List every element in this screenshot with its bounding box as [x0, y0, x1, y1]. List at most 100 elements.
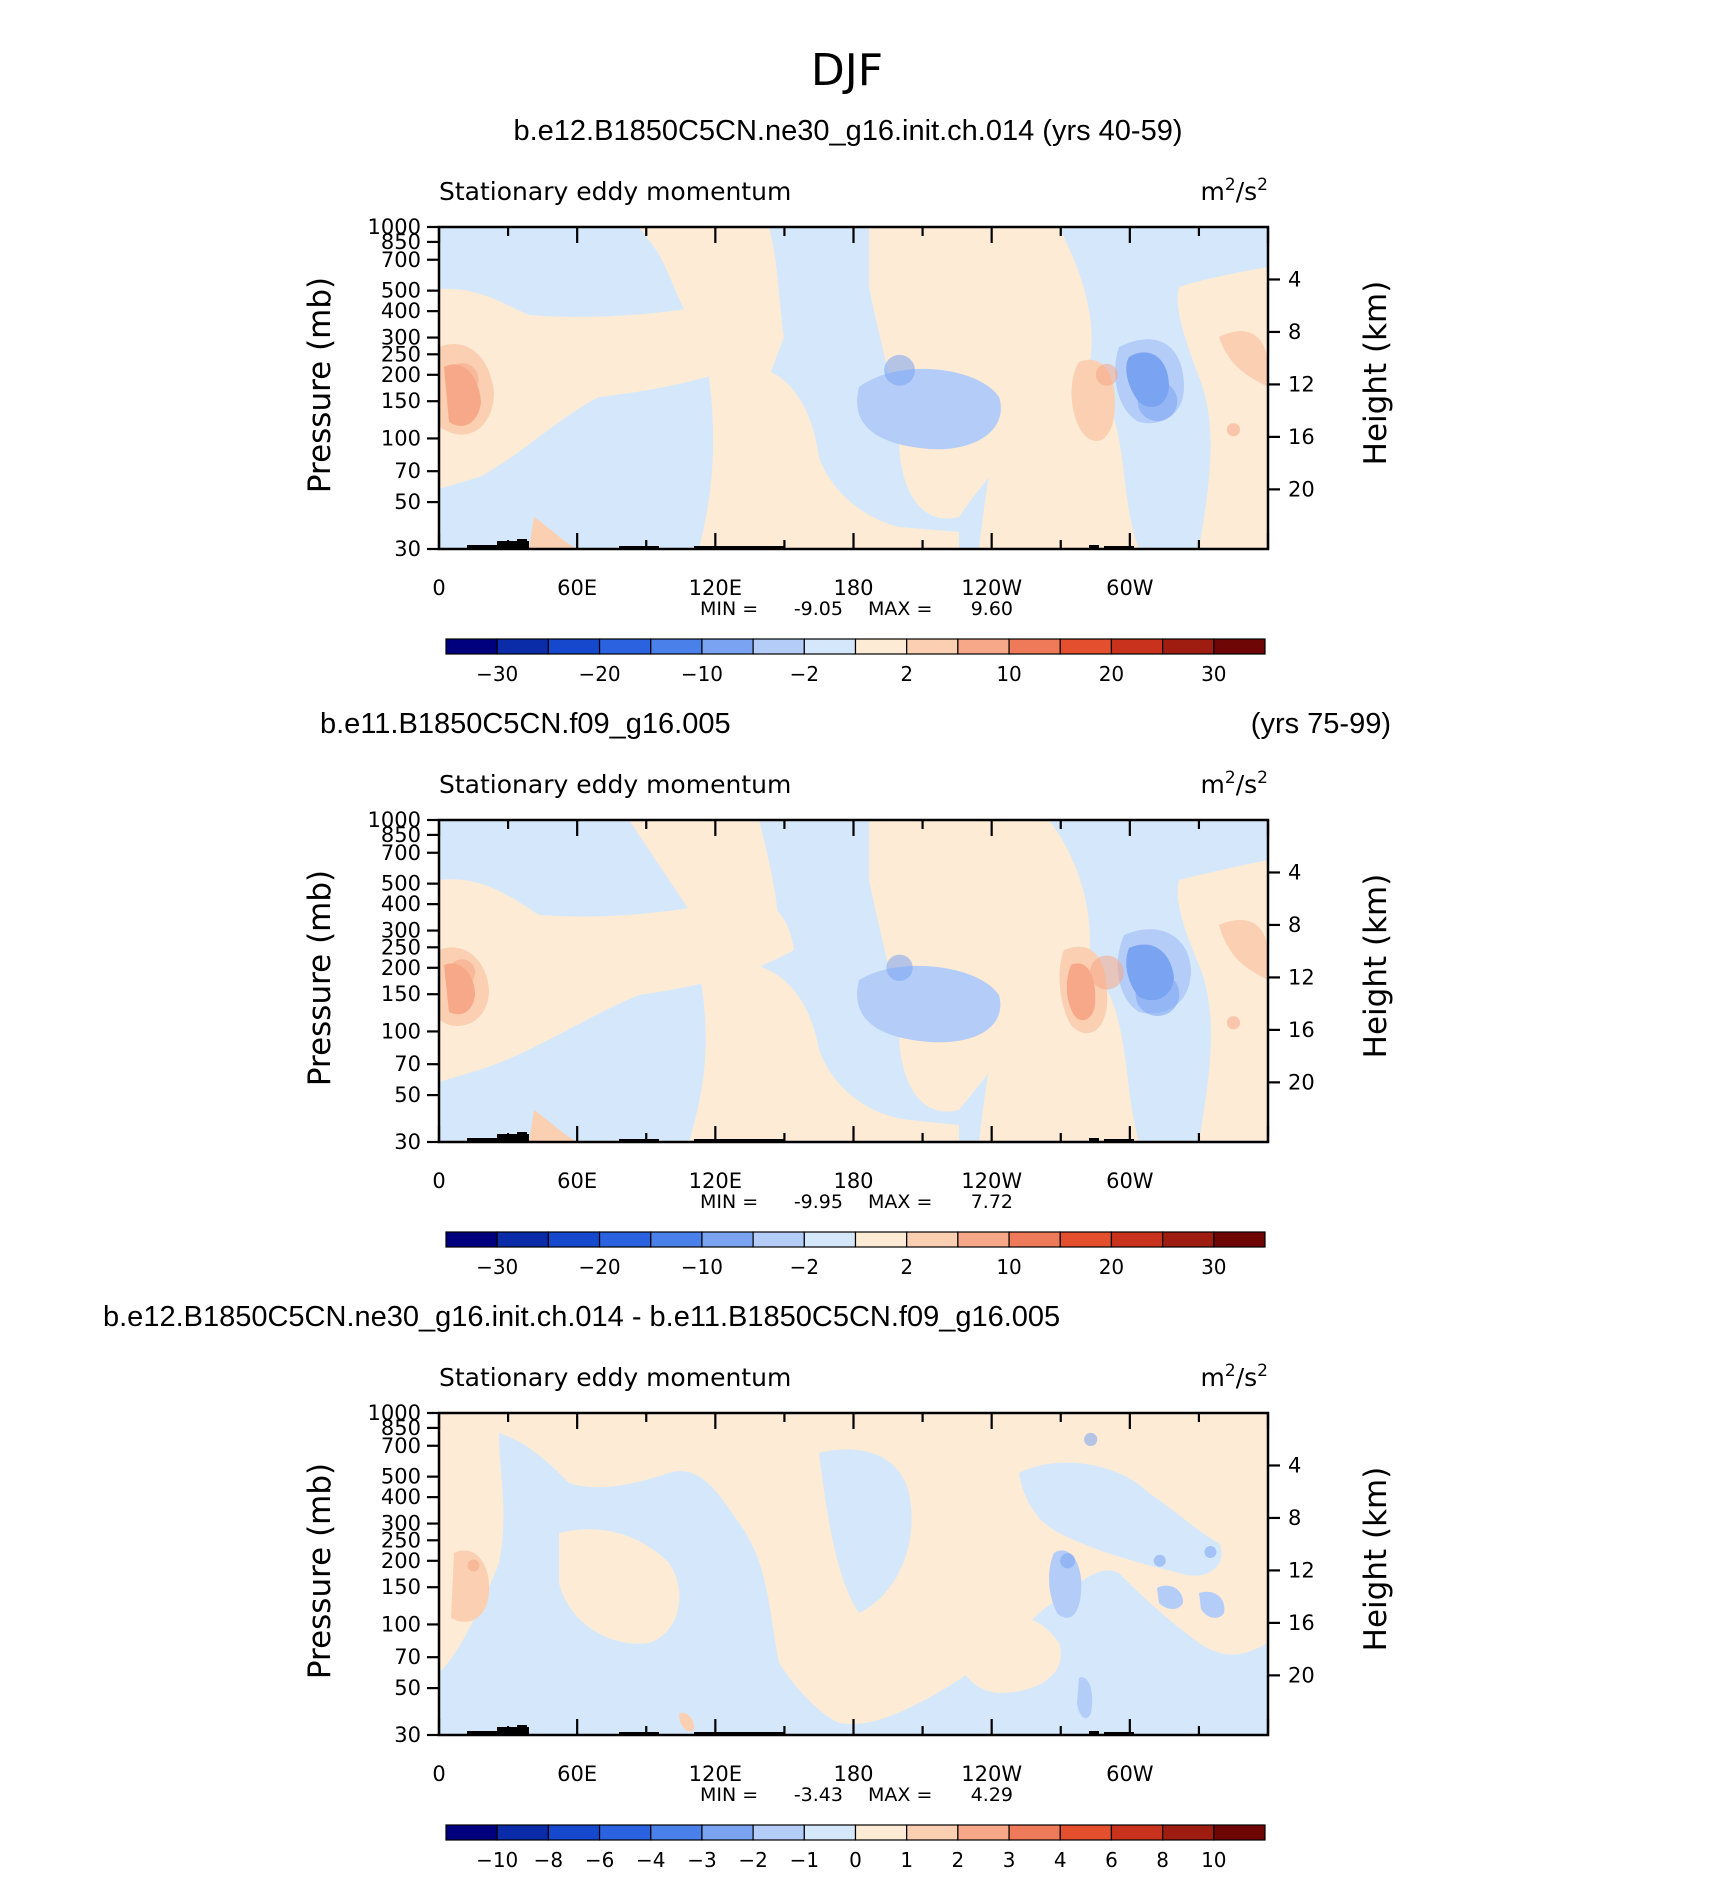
topography: [1104, 1732, 1134, 1735]
colorbar-swatch: [906, 1231, 959, 1248]
colorbar-label: −8: [534, 1848, 563, 1872]
contour-region: [1199, 1591, 1225, 1618]
colorbar-swatch: [854, 1231, 908, 1248]
field-extremum: [1084, 1432, 1098, 1447]
colorbar-swatch: [1059, 1824, 1113, 1841]
y-axis-label-left: Pressure (mb): [302, 277, 338, 493]
x-tick-label: 180: [833, 576, 873, 600]
max-label: MAX =: [868, 1784, 932, 1806]
colorbar-swatch: [803, 638, 857, 655]
colorbar-label: 1: [900, 1848, 913, 1872]
y-tick-label: 250: [381, 935, 421, 959]
colorbar-swatch: [1213, 1824, 1266, 1841]
x-tick-label: 60E: [557, 1762, 597, 1786]
colorbar-label: 6: [1105, 1848, 1118, 1872]
panel-title-left: b.e11.B1850C5CN.f09_g16.005: [320, 708, 731, 740]
colorbar: −30 −20 −10 −2 2 10 20 30: [445, 638, 1266, 686]
panel-3: b.e12.B1850C5CN.ne30_g16.init.ch.014 - b…: [103, 1301, 1394, 1872]
colorbar-label: −20: [578, 662, 620, 686]
colorbar-swatch: [752, 1231, 805, 1248]
x-tick-label: 120E: [689, 576, 742, 600]
y-tick-label: 300: [381, 326, 421, 350]
contour-region: [857, 368, 1001, 450]
height-tick-label: 20: [1288, 1070, 1315, 1094]
topography: [1089, 545, 1099, 549]
x-tick-label: 60W: [1106, 1169, 1154, 1193]
colorbar-label: 20: [1099, 1255, 1124, 1279]
colorbar-label: −2: [738, 1848, 767, 1872]
colorbar-swatch: [547, 1824, 601, 1841]
contour-region: [1219, 919, 1268, 980]
height-tick-label: 16: [1288, 1611, 1315, 1635]
y-axis-label-right: Height (km): [1358, 1467, 1394, 1652]
x-tick-label: 60W: [1106, 576, 1154, 600]
y-axis-label-left: Pressure (mb): [302, 870, 338, 1086]
topography: [517, 1132, 527, 1142]
min-label: MIN =: [700, 1784, 758, 1806]
colorbar-label: 2: [900, 662, 913, 686]
topography: [619, 1139, 659, 1142]
colorbar-label: −4: [636, 1848, 665, 1872]
topography: [497, 1727, 529, 1735]
colorbar: −10 −8 −6 −4 −3 −2 −1 0 1 2 3 4 6 8 10: [445, 1824, 1266, 1872]
colorbar-swatch: [1110, 638, 1164, 655]
x-tick-label: 60E: [557, 1169, 597, 1193]
x-tick-label: 120W: [961, 576, 1022, 600]
y-tick-label: 1000: [368, 808, 421, 832]
height-tick-label: 8: [1288, 913, 1301, 937]
field-extremum: [1226, 1016, 1241, 1030]
y-axis-label-right: Height (km): [1358, 281, 1394, 466]
contour-region: [1157, 1585, 1184, 1609]
y-tick-label: 500: [381, 279, 421, 303]
x-tick-label: 120E: [689, 1762, 742, 1786]
x-tick-label: 180: [833, 1762, 873, 1786]
panel-subtitle: Stationary eddy momentum: [439, 177, 791, 206]
y-tick-label: 150: [381, 389, 421, 413]
x-tick-label: 0: [432, 1169, 445, 1193]
colorbar-swatch: [598, 638, 652, 655]
field-extremum: [1089, 955, 1124, 990]
colorbar-swatch: [803, 1824, 857, 1841]
colorbar-label: 30: [1201, 662, 1226, 686]
units-label: m2/s2: [1201, 175, 1268, 206]
y-tick-label: 850: [381, 823, 421, 847]
min-label: MIN =: [700, 1191, 758, 1213]
y-tick-label: 500: [381, 872, 421, 896]
contour-region: [819, 1449, 912, 1613]
y-tick-label: 200: [381, 956, 421, 980]
colorbar-label: 20: [1099, 662, 1124, 686]
panel-title-left: b.e12.B1850C5CN.ne30_g16.init.ch.014 (yr…: [513, 115, 1182, 147]
colorbar-swatch: [650, 638, 703, 655]
y-tick-label: 70: [394, 1052, 421, 1076]
contour-region: [439, 1433, 1268, 1735]
min-value: -3.43: [794, 1784, 843, 1806]
panel-2: b.e11.B1850C5CN.f09_g16.005 (yrs 75-99) St…: [302, 708, 1394, 1279]
colorbar-swatch: [854, 638, 908, 655]
field-extremum: [1060, 1553, 1076, 1569]
colorbar-label: 0: [849, 1848, 862, 1872]
x-tick-label: 120E: [689, 1169, 742, 1193]
colorbar-swatch: [701, 638, 754, 655]
colorbar-swatch: [701, 1824, 754, 1841]
topography: [619, 546, 659, 549]
topography: [467, 1731, 517, 1735]
colorbar-swatch: [445, 638, 498, 655]
topography: [694, 546, 784, 549]
y-tick-label: 30: [394, 1723, 421, 1747]
colorbar-label: 8: [1156, 1848, 1169, 1872]
colorbar-label: −10: [476, 1848, 518, 1872]
field-extremum: [1095, 363, 1118, 386]
contour-region: [1077, 1677, 1093, 1719]
y-tick-label: 150: [381, 982, 421, 1006]
height-tick-label: 4: [1288, 1453, 1301, 1477]
x-tick-label: 180: [833, 1169, 873, 1193]
panel-subtitle: Stationary eddy momentum: [439, 770, 791, 799]
y-tick-label: 30: [394, 1130, 421, 1154]
colorbar-label: 2: [900, 1255, 913, 1279]
contour-field: [439, 820, 1268, 1142]
y-tick-label: 300: [381, 919, 421, 943]
contour-region: [529, 1110, 579, 1142]
y-tick-label: 850: [381, 230, 421, 254]
y-tick-label: 200: [381, 1549, 421, 1573]
field-extremum: [448, 959, 476, 986]
